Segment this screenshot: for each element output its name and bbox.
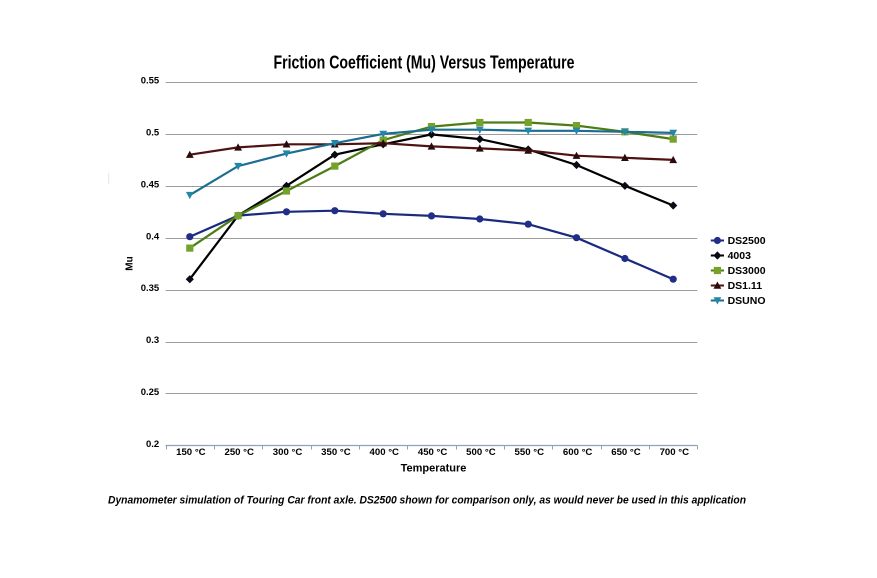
svg-text:Mu: Mu [125,256,136,270]
svg-text:0.25: 0.25 [141,387,160,398]
svg-text:0.3: 0.3 [146,335,159,346]
svg-text:650 °C: 650 °C [611,447,641,458]
svg-text:300 °C: 300 °C [273,447,303,458]
svg-text:Friction Coefficient (Mu) Vers: Friction Coefficient (Mu) Versus Tempera… [274,53,575,73]
svg-text:700 °C: 700 °C [660,447,690,458]
svg-text:4003: 4003 [728,250,752,262]
svg-text:DS1.11: DS1.11 [728,280,763,292]
svg-text:400 °C: 400 °C [370,447,400,458]
svg-text:0.2: 0.2 [146,439,159,450]
svg-text:0.45: 0.45 [141,179,160,190]
svg-text:250 °C: 250 °C [224,447,254,458]
svg-text:150 °C: 150 °C [176,447,206,458]
svg-text:0.4: 0.4 [146,231,160,242]
svg-text:0.55: 0.55 [141,76,160,87]
svg-text:500 °C: 500 °C [466,447,496,458]
svg-text:Temperature: Temperature [401,463,467,475]
svg-text:600 °C: 600 °C [563,447,593,458]
svg-text:450 °C: 450 °C [418,447,448,458]
svg-text:0.35: 0.35 [141,283,160,294]
svg-text:DSUNO: DSUNO [728,295,766,307]
svg-text:DS3000: DS3000 [728,265,766,277]
svg-text:Dynamometer simulation of Tour: Dynamometer simulation of Touring Car fr… [108,495,746,507]
svg-text:0.5: 0.5 [146,128,160,139]
svg-text:550 °C: 550 °C [515,447,545,458]
svg-text:350 °C: 350 °C [321,447,351,458]
svg-text:DS2500: DS2500 [728,235,766,247]
